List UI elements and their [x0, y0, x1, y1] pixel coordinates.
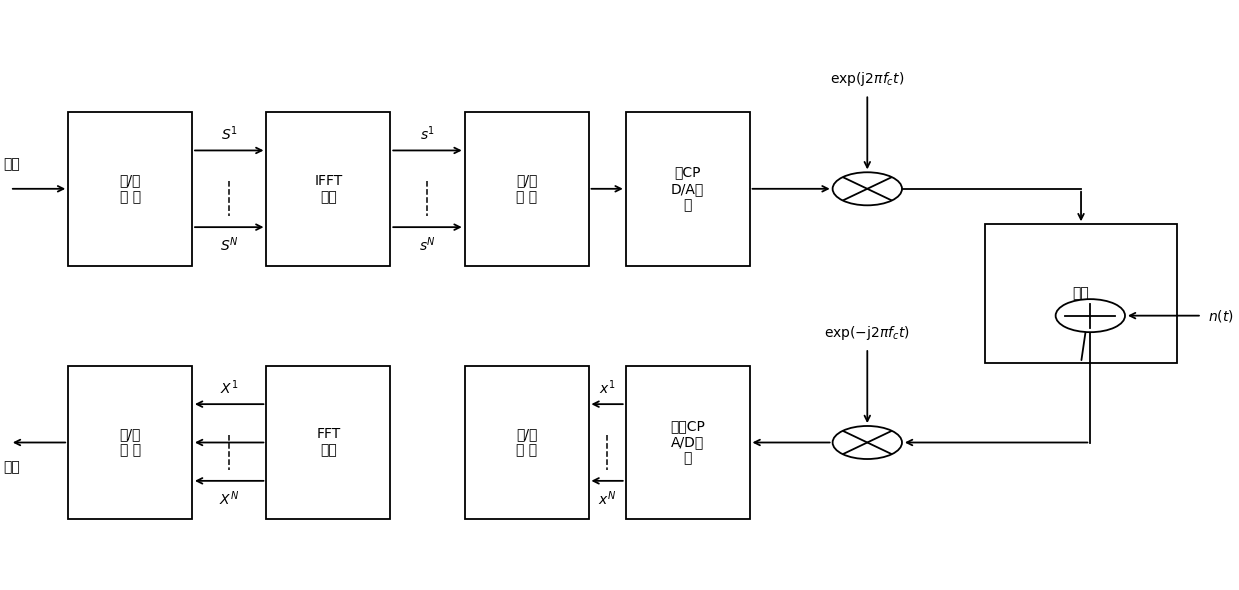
- Bar: [465, 112, 589, 266]
- Bar: [626, 112, 750, 266]
- Circle shape: [833, 426, 902, 459]
- Text: 串/并
转 换: 串/并 转 换: [515, 427, 538, 458]
- Text: 并/串
转 换: 并/串 转 换: [119, 427, 141, 458]
- Text: $s^N$: $s^N$: [419, 235, 436, 254]
- Text: IFFT
调制: IFFT 调制: [315, 173, 342, 204]
- Text: $x^1$: $x^1$: [598, 378, 616, 397]
- Text: 信道: 信道: [1073, 287, 1089, 300]
- Text: $\exp(-\mathrm{j}2\pi f_c t)$: $\exp(-\mathrm{j}2\pi f_c t)$: [824, 324, 911, 342]
- Text: 并/串
转 换: 并/串 转 换: [515, 173, 538, 204]
- Text: 输入: 输入: [4, 157, 21, 171]
- Text: $\exp(\mathrm{j}2\pi f_c t)$: $\exp(\mathrm{j}2\pi f_c t)$: [830, 70, 904, 88]
- Text: 输出: 输出: [4, 460, 21, 474]
- Circle shape: [833, 172, 902, 205]
- Text: $S^N$: $S^N$: [219, 235, 239, 254]
- Text: $n(t)$: $n(t)$: [1208, 307, 1234, 324]
- Circle shape: [1056, 299, 1125, 332]
- Bar: [465, 366, 589, 519]
- Bar: [266, 112, 390, 266]
- Text: 加CP
D/A转
换: 加CP D/A转 换: [672, 166, 704, 212]
- Text: $S^1$: $S^1$: [221, 124, 238, 143]
- Text: 去除CP
A/D转
换: 去除CP A/D转 换: [670, 419, 705, 466]
- Text: $s^1$: $s^1$: [420, 124, 435, 143]
- Text: $x^N$: $x^N$: [598, 489, 616, 508]
- Bar: [266, 366, 390, 519]
- Bar: [985, 224, 1177, 363]
- Text: FFT
解调: FFT 解调: [316, 427, 341, 458]
- Text: $X^1$: $X^1$: [221, 378, 238, 397]
- Text: 串/并
转 换: 串/并 转 换: [119, 173, 141, 204]
- Bar: [68, 112, 192, 266]
- Text: $X^N$: $X^N$: [219, 489, 239, 508]
- Bar: [68, 366, 192, 519]
- Bar: [626, 366, 750, 519]
